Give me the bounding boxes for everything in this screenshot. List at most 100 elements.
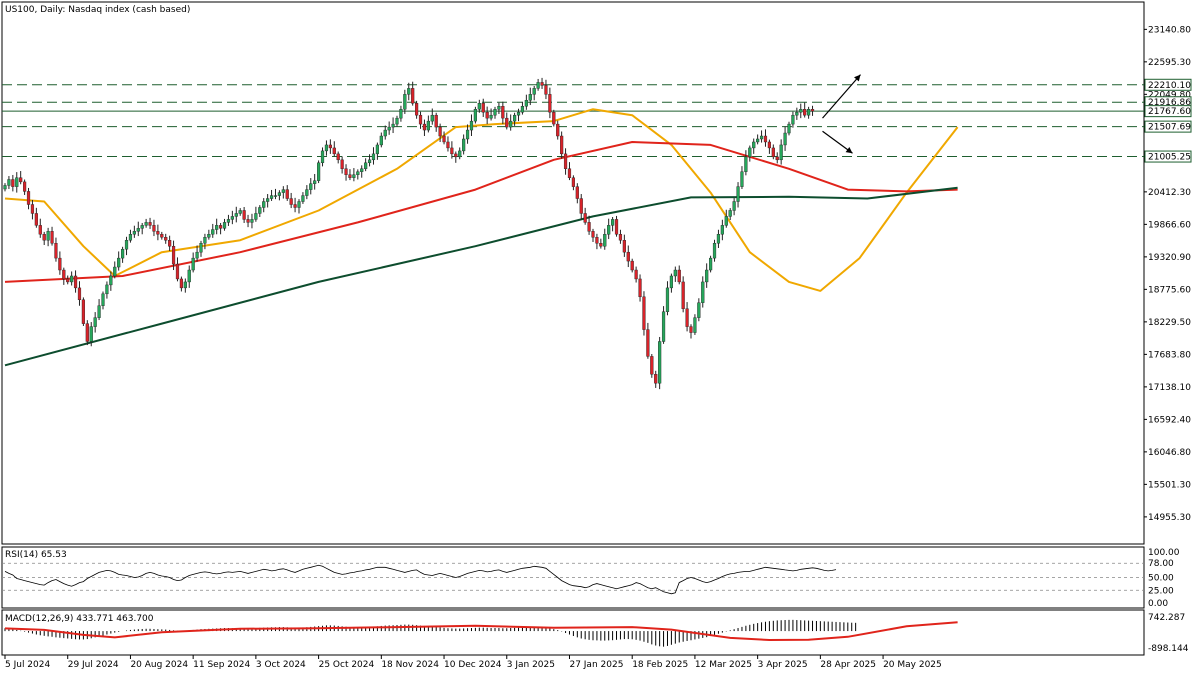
bull-candle [513, 114, 517, 122]
bull-candle [611, 219, 615, 226]
bull-candle [712, 243, 717, 259]
bull-candle [744, 156, 748, 172]
bear-candle [415, 103, 419, 116]
bull-candle [532, 88, 536, 95]
time-tick-label: 20 May 2025 [883, 660, 942, 670]
bear-candle [340, 159, 344, 169]
bull-candle [269, 195, 274, 199]
bull-candle [697, 302, 701, 318]
bull-candle [124, 240, 129, 250]
bull-candle [199, 243, 203, 253]
bull-candle [693, 317, 697, 333]
time-axis: 5 Jul 2024 29 Jul 2024 20 Aug 2024 11 Sep 2… [4, 655, 942, 670]
price-tick-label: 19866.60 [1148, 220, 1191, 230]
bull-candle [191, 257, 195, 271]
bull-candle [187, 269, 191, 283]
bear-candle [638, 278, 642, 298]
bull-candle [105, 284, 109, 295]
bear-candle [156, 231, 160, 235]
bull-candle [360, 168, 364, 172]
time-tick-label: 18 Feb 2025 [632, 660, 688, 670]
bear-candle [164, 237, 168, 241]
price-tick-label: 17683.80 [1148, 350, 1191, 360]
bull-candle [266, 198, 270, 202]
bull-candle [403, 94, 407, 110]
bull-candle [309, 183, 313, 190]
price-tick-label: 17138.10 [1148, 383, 1191, 393]
bear-candle [348, 174, 352, 178]
bull-candle [367, 159, 372, 164]
bear-candle [422, 123, 427, 131]
bear-candle [171, 245, 176, 265]
bear-candle [567, 168, 572, 178]
rsi-title: RSI(14) 65.53 [5, 550, 67, 560]
bear-candle [501, 106, 505, 119]
bull-candle [607, 225, 611, 235]
bear-candle [242, 210, 246, 220]
bull-candle [356, 171, 360, 175]
bull-candle [222, 222, 227, 229]
rsi-tick-label: 100.00 [1148, 548, 1180, 558]
bear-candle [618, 234, 623, 241]
bear-candle [583, 213, 587, 223]
bear-candle [560, 135, 564, 155]
price-tick-label: 15501.30 [1148, 480, 1191, 490]
bull-candle [238, 210, 242, 214]
bull-candle [70, 275, 74, 283]
bear-candle [571, 177, 575, 187]
bear-candle [11, 179, 15, 187]
bull-candle [391, 123, 395, 128]
bear-candle [481, 103, 485, 113]
rsi-tick-label: 25.00 [1148, 586, 1174, 596]
bear-candle [289, 198, 293, 205]
bull-candle [752, 141, 756, 149]
bear-candle [563, 153, 568, 169]
bear-candle [681, 281, 685, 309]
bull-candle [89, 326, 93, 342]
bull-candle [254, 213, 258, 220]
bull-candle [736, 186, 740, 202]
bear-candle [485, 111, 489, 119]
bull-candle [113, 266, 117, 277]
bear-candle [552, 111, 556, 125]
price-tag-label: 21916.86 [1148, 98, 1191, 108]
bear-candle [579, 198, 583, 214]
bull-candle [15, 177, 19, 187]
bear-candle [614, 219, 619, 235]
bull-candle [120, 248, 125, 259]
bear-candle [218, 225, 223, 229]
bear-candle [336, 153, 340, 161]
bull-candle [395, 117, 399, 125]
bull-candle [215, 225, 219, 230]
price-tag-box [1144, 150, 1192, 163]
bull-candle [430, 114, 434, 122]
bull-candle [305, 189, 309, 196]
bear-candle [411, 88, 415, 104]
bear-candle [595, 237, 599, 244]
price-tick-label: 22595.30 [1148, 58, 1191, 68]
bull-candle [705, 269, 709, 283]
bear-candle [285, 189, 289, 199]
time-tick-label: 29 Jul 2024 [68, 660, 119, 670]
bull-candle [473, 109, 477, 122]
bear-candle [587, 222, 591, 232]
bull-candle [665, 287, 670, 312]
bear-candle [160, 234, 164, 238]
bull-candle [462, 138, 466, 152]
bear-candle [630, 260, 634, 271]
bear-candle [30, 204, 35, 214]
bull-candle [324, 144, 329, 152]
bull-candle [787, 123, 791, 134]
moving-average-line [4, 108, 959, 292]
bull-candle [387, 126, 391, 131]
time-tick-label: 28 Apr 2025 [820, 660, 876, 670]
price-tick-label: 18229.50 [1148, 318, 1191, 328]
bull-candle [117, 257, 121, 268]
price-tag-box [1144, 78, 1192, 91]
bear-candle [591, 231, 595, 238]
bear-candle [642, 296, 646, 330]
bear-candle [58, 257, 62, 271]
bull-candle [520, 106, 525, 113]
